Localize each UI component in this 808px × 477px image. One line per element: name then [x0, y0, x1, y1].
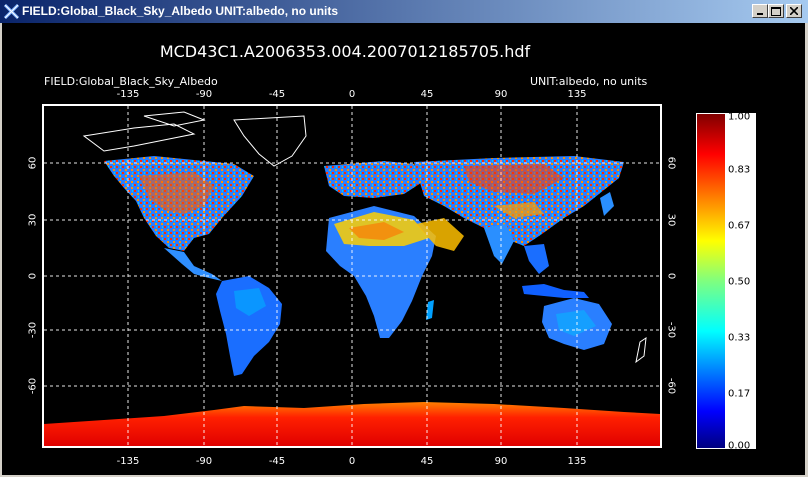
lon-tick-top: -45 — [268, 89, 286, 100]
lon-tick-bottom: 45 — [420, 456, 434, 467]
lat-tick-left: -60 — [27, 377, 39, 395]
lat-tick-right: 0 — [665, 272, 677, 280]
colorbar-label: 0.67 — [728, 220, 751, 232]
albedo-map — [44, 106, 660, 446]
lon-tick-bottom: -90 — [195, 456, 213, 467]
maximize-button[interactable] — [768, 4, 784, 18]
lat-tick-right: 30 — [665, 213, 677, 227]
land-greenland — [233, 115, 307, 167]
lat-tick-right: -30 — [665, 321, 677, 339]
lon-tick-top: -135 — [116, 89, 140, 100]
lon-tick-top: 45 — [420, 89, 434, 100]
maximize-icon — [771, 6, 781, 16]
lat-tick-right: -60 — [665, 377, 677, 395]
land-north-america-interior — [139, 172, 214, 214]
lon-tick-top: 135 — [567, 89, 587, 100]
window-frame-bottom — [0, 475, 808, 477]
field-label: FIELD:Global_Black_Sky_Albedo — [44, 75, 218, 88]
lon-tick-bottom: 135 — [567, 456, 587, 467]
colorbar: 1.00 0.83 0.67 0.50 0.33 0.17 0.00 — [696, 111, 756, 452]
land-se-asia — [524, 244, 549, 274]
graticule — [44, 106, 660, 446]
land-south-america-patch — [234, 288, 266, 316]
lat-tick-right: 60 — [665, 156, 677, 170]
lon-tick-top: -90 — [195, 89, 213, 100]
plot-title: MCD43C1.A2006353.004.2007012185705.hdf — [159, 42, 531, 61]
map-frame — [42, 104, 662, 448]
land-madagascar — [426, 300, 434, 320]
window-frame-left — [0, 23, 2, 477]
lat-tick-left: -30 — [27, 321, 39, 339]
lat-tick-left: 30 — [27, 213, 39, 227]
colorbar-label: 0.50 — [728, 276, 751, 288]
lat-tick-left: 0 — [27, 272, 39, 280]
colorbar-label: 1.00 — [728, 111, 751, 123]
land-sahara-core — [349, 222, 404, 240]
lat-tick-left: 60 — [27, 156, 39, 170]
minimize-button[interactable] — [752, 4, 768, 18]
land-india — [484, 224, 514, 264]
land-mexico — [164, 248, 222, 281]
close-icon — [790, 7, 798, 15]
lon-tick-bottom: 90 — [494, 456, 508, 467]
land-south-america — [216, 276, 282, 376]
app-icon — [4, 4, 19, 19]
colorbar-label: 0.83 — [728, 164, 751, 176]
land-tibet — [494, 202, 544, 218]
colorbar-label: 0.00 — [728, 440, 751, 452]
land-asia — [414, 156, 624, 246]
colorbar-gradient — [697, 114, 725, 448]
land-arabia — [416, 218, 464, 251]
minimize-icon — [757, 13, 763, 15]
land-japan — [600, 192, 614, 216]
lon-tick-top: 90 — [494, 89, 508, 100]
land-new-zealand — [635, 336, 647, 364]
colorbar-label: 0.33 — [728, 332, 751, 344]
lon-tick-top: 0 — [348, 89, 356, 100]
close-button[interactable] — [786, 4, 802, 18]
colorbar-label: 0.17 — [728, 388, 751, 400]
lon-tick-bottom: -135 — [116, 456, 140, 467]
unit-label: UNIT:albedo, no units — [530, 75, 648, 88]
window-titlebar: FIELD:Global_Black_Sky_Albedo UNIT:albed… — [0, 0, 808, 23]
land-indonesia — [522, 284, 589, 298]
window-frame-right — [805, 23, 808, 477]
window-title: FIELD:Global_Black_Sky_Albedo UNIT:albed… — [22, 4, 339, 18]
lon-tick-bottom: 0 — [348, 456, 356, 467]
land-asia-steppe — [464, 164, 564, 194]
land-europe — [324, 161, 424, 198]
lon-tick-bottom: -45 — [268, 456, 286, 467]
